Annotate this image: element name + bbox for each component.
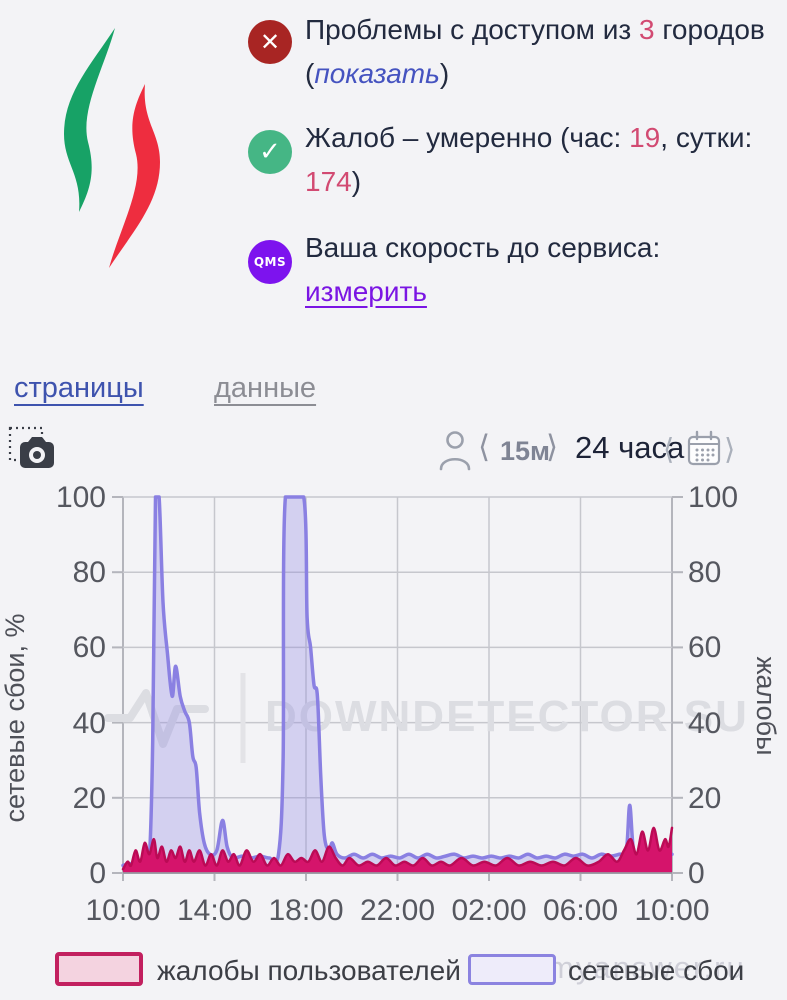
tattelecom-flame-logo <box>64 28 160 268</box>
series-line-жалобы пользователей <box>121 826 674 871</box>
ytick-right-60: 60 <box>688 631 721 664</box>
complaints-day-count: 174 <box>305 166 352 197</box>
logo-red-flame <box>109 84 160 268</box>
ytick-left-0: 0 <box>89 857 106 890</box>
interval-bracket-left[interactable]: ⟨ <box>478 429 491 465</box>
series-area-жалобы пользователей <box>123 827 672 873</box>
screenshot-camera-button[interactable] <box>8 426 58 472</box>
ytick-left-60: 60 <box>73 631 106 664</box>
time-range-label: 24 часа <box>575 430 685 465</box>
ytick-right-0: 0 <box>688 857 705 890</box>
xtick-1800: 18:00 <box>268 894 343 927</box>
xtick-1000b: 10:00 <box>634 894 709 927</box>
ytick-right-20: 20 <box>688 782 721 815</box>
logo-green-flame <box>64 28 115 212</box>
xtick-2200: 22:00 <box>360 894 435 927</box>
xtick-0600: 06:00 <box>543 894 618 927</box>
legend-label-network[interactable]: сетевые сбои <box>568 955 745 986</box>
site-watermark: myanswer.ru <box>548 950 746 985</box>
person-icon[interactable] <box>436 429 474 471</box>
error-circle-icon: ✕ <box>248 20 292 64</box>
status3-text: Ваша скорость до сервиса: <box>305 232 661 263</box>
ytick-left-40: 40 <box>73 707 106 740</box>
outage-chart[interactable]: DOWNDETECTOR SU 100 80 60 40 20 0 сетевы… <box>0 478 787 940</box>
legend-swatch-network[interactable] <box>468 954 556 985</box>
status-complaints: Жалоб – умеренно (час: 19, сутки: 174) <box>305 116 783 204</box>
status1-text2: городов ( <box>305 14 765 89</box>
status2-text3: ) <box>351 166 362 197</box>
tab-data[interactable]: данные <box>214 372 317 404</box>
show-cities-link[interactable]: показать <box>314 58 440 89</box>
complaints-hour-count: 19 <box>629 122 661 153</box>
status1-text: Проблемы с доступом из <box>305 14 639 45</box>
y-axis-right: 100 80 60 40 20 0 жалобы <box>688 481 781 890</box>
calendar-prev-chevron[interactable]: ⟨ <box>663 432 675 466</box>
chart-watermark: DOWNDETECTOR SU <box>104 673 749 763</box>
ytick-left-100: 100 <box>56 481 106 514</box>
status1-text3: ) <box>439 58 450 89</box>
ytick-right-100: 100 <box>688 481 738 514</box>
status2-text: Жалоб – умеренно (час: <box>305 122 630 153</box>
chart-series <box>121 495 674 873</box>
measure-speed-link[interactable]: измерить <box>305 276 427 307</box>
status-speedtest: Ваша скорость до сервиса: измерить <box>305 226 783 314</box>
qms-badge-icon: QMS <box>248 240 292 284</box>
x-axis: 10:00 14:00 18:00 22:00 02:00 06:00 10:0… <box>85 894 709 927</box>
calendar-next-chevron[interactable]: ⟩ <box>724 432 736 466</box>
legend-label-complaints[interactable]: жалобы пользователей <box>157 955 461 986</box>
y-axis-left-title: сетевые сбои, % <box>0 613 30 822</box>
status-access-problems: Проблемы с доступом из 3 городов (показа… <box>305 8 783 96</box>
ytick-right-80: 80 <box>688 556 721 589</box>
ytick-right-40: 40 <box>688 707 721 740</box>
xtick-1000a: 10:00 <box>85 894 160 927</box>
xtick-0200: 02:00 <box>451 894 526 927</box>
legend-swatch-complaints[interactable] <box>55 952 143 986</box>
tab-pages[interactable]: страницы <box>14 372 144 404</box>
xtick-1400: 14:00 <box>177 894 252 927</box>
series-area-сетевые сбои <box>123 497 672 873</box>
calendar-icon[interactable] <box>686 428 722 468</box>
check-circle-icon: ✓ <box>248 130 292 174</box>
y-axis-right-title: жалобы <box>751 656 781 755</box>
interval-bracket-right[interactable]: ⟩ <box>546 429 559 465</box>
y-axis-left: 100 80 60 40 20 0 сетевые сбои, % <box>0 481 106 890</box>
watermark-text: DOWNDETECTOR SU <box>265 692 749 741</box>
ytick-left-20: 20 <box>73 782 106 815</box>
status2-text2: , сутки: <box>660 122 753 153</box>
cities-count: 3 <box>638 14 655 45</box>
ytick-left-80: 80 <box>73 556 106 589</box>
interval-selector[interactable]: 15м <box>500 436 551 466</box>
